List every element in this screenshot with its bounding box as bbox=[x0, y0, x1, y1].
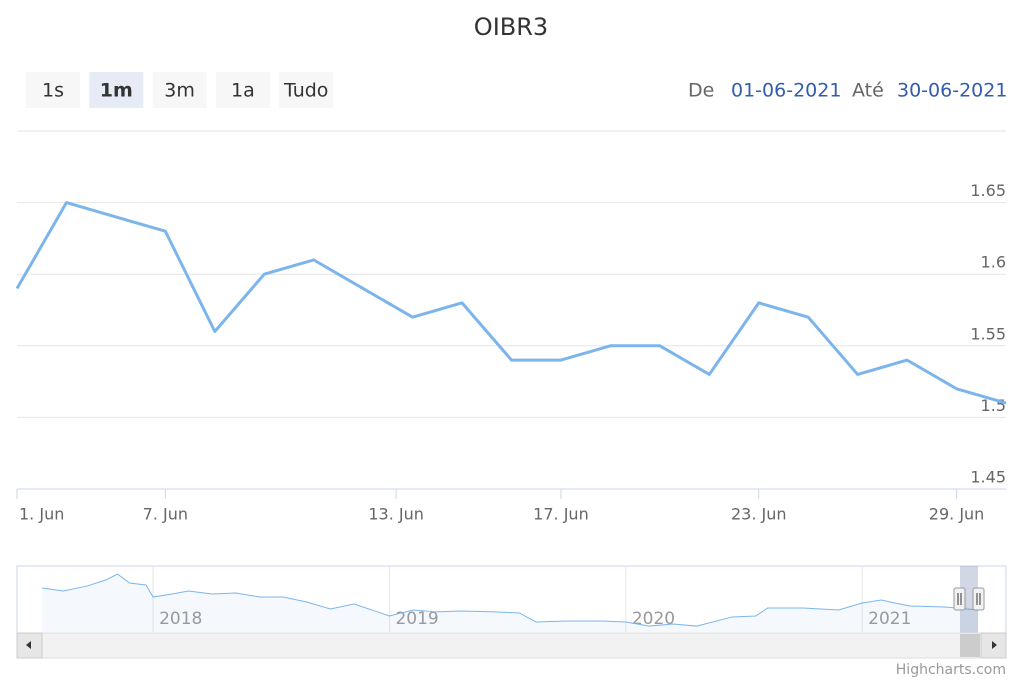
x-tick-label: 13. Jun bbox=[368, 505, 424, 524]
range-to-label: Até bbox=[852, 80, 884, 102]
x-tick-label: 29. Jun bbox=[929, 505, 985, 524]
handle-grip bbox=[976, 593, 981, 605]
range-button-label[interactable]: 1m bbox=[100, 80, 133, 102]
navigator-year-label: 2020 bbox=[632, 609, 675, 629]
navigator-selection[interactable] bbox=[960, 566, 978, 633]
navigator-year-label: 2019 bbox=[395, 609, 438, 629]
navigator-year-label: 2018 bbox=[159, 609, 202, 629]
navigator-year-label: 2021 bbox=[868, 609, 911, 629]
y-tick-label: 1.45 bbox=[970, 468, 1006, 487]
navigator-handle[interactable] bbox=[953, 587, 966, 611]
arrow-icon bbox=[992, 641, 997, 649]
range-from-input[interactable]: 01-06-2021 bbox=[731, 80, 841, 102]
range-button-label[interactable]: 3m bbox=[164, 80, 195, 102]
y-tick-label: 1.6 bbox=[981, 253, 1006, 272]
range-to-input[interactable]: 30-06-2021 bbox=[897, 80, 1007, 102]
chart-title: OIBR3 bbox=[474, 13, 548, 41]
range-button-label[interactable]: 1s bbox=[42, 80, 64, 102]
handle-grip bbox=[957, 593, 962, 605]
range-button[interactable] bbox=[215, 72, 270, 108]
range-button-label[interactable]: 1a bbox=[231, 80, 255, 102]
navigator-handle[interactable] bbox=[972, 587, 985, 611]
range-selector: 1s 1m 3m 1a Tudo bbox=[26, 72, 334, 108]
navigator-frame bbox=[16, 565, 1007, 634]
navigator-line bbox=[41, 573, 979, 627]
range-from-label: De bbox=[688, 80, 714, 102]
range-button-label[interactable]: Tudo bbox=[283, 80, 328, 102]
range-button[interactable] bbox=[152, 72, 207, 108]
y-tick-label: 1.65 bbox=[970, 181, 1006, 200]
credits[interactable]: Highcharts.com bbox=[896, 662, 1006, 678]
range-button[interactable] bbox=[279, 72, 334, 108]
series-line bbox=[15, 201, 1007, 405]
navigator-area bbox=[42, 574, 978, 632]
x-tick-label: 1. Jun bbox=[19, 505, 64, 524]
x-tick-label: 7. Jun bbox=[143, 505, 188, 524]
x-tick-label: 17. Jun bbox=[533, 505, 589, 524]
x-tick-label: 23. Jun bbox=[731, 505, 787, 524]
range-button[interactable] bbox=[26, 72, 80, 108]
plot-area: 1.451.51.551.61.651. Jun 7. Jun 13. Jun 17.… bbox=[15, 181, 1007, 524]
y-tick-label: 1.55 bbox=[970, 324, 1006, 343]
navigator: 2018 2019 2020 2021 bbox=[41, 566, 979, 632]
scrollbar-track[interactable] bbox=[16, 632, 1007, 659]
arrow-icon bbox=[26, 641, 31, 649]
range-button[interactable] bbox=[89, 72, 144, 108]
scrollbar-thumb[interactable] bbox=[960, 634, 980, 657]
